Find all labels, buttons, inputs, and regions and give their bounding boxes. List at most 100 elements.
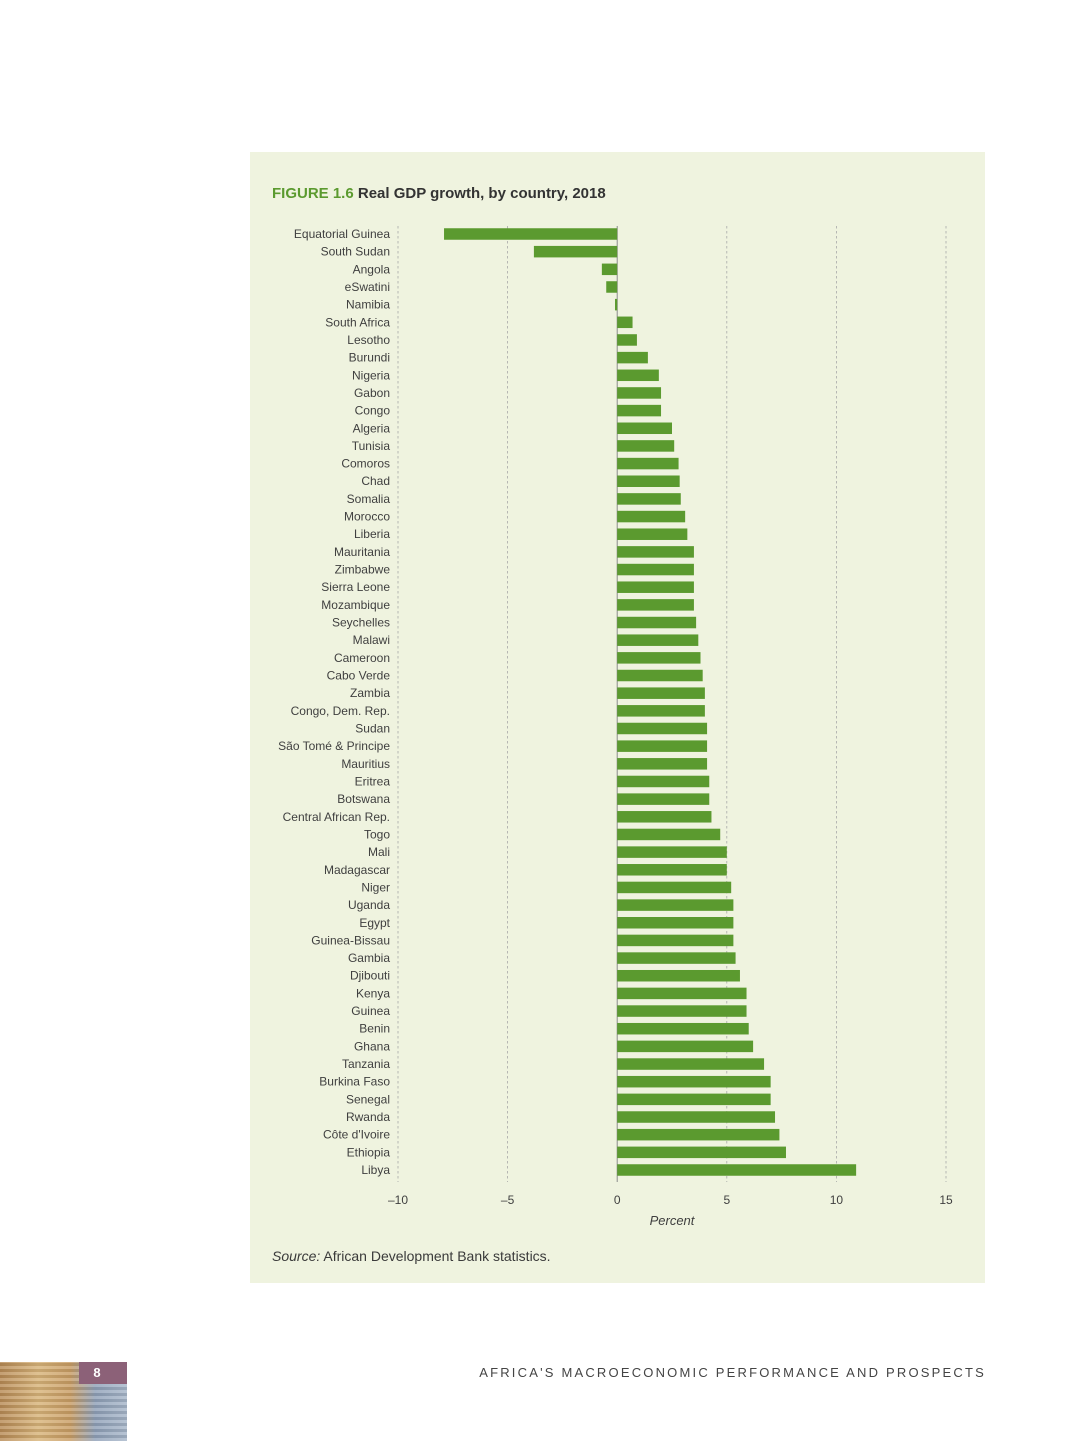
bar [617, 528, 688, 540]
category-label: Benin [359, 1022, 390, 1036]
bar [617, 616, 697, 629]
category-label: Eritrea [355, 774, 391, 788]
category-label: Namibia [346, 298, 390, 312]
bar [617, 917, 734, 929]
category-label: Angola [353, 262, 391, 276]
bar [617, 440, 675, 452]
bar [617, 1111, 776, 1123]
bar [617, 1040, 754, 1053]
category-label: Uganda [348, 898, 390, 912]
bar [533, 245, 618, 258]
category-label: Mali [368, 845, 390, 859]
page-number-decoration: 8 [0, 1362, 127, 1441]
x-tick-label: 0 [614, 1193, 621, 1207]
category-label: São Tomé & Principe [278, 739, 390, 753]
bar [617, 1146, 786, 1159]
page-number-tab [79, 1362, 127, 1384]
bar [617, 599, 694, 611]
category-label: Mauritius [341, 757, 390, 771]
bar [617, 793, 710, 805]
bar [617, 987, 747, 1000]
bar [617, 581, 694, 593]
bar [617, 1128, 780, 1141]
category-label: Gambia [348, 951, 390, 965]
source-label: Source: [272, 1248, 321, 1264]
bar [601, 263, 618, 276]
category-label: Burkina Faso [319, 1075, 390, 1089]
category-label: Zambia [350, 686, 390, 700]
category-label: Somalia [347, 492, 391, 506]
bar [617, 969, 740, 982]
bar [617, 952, 736, 964]
x-tick-label: –5 [501, 1193, 515, 1207]
category-label: Algeria [353, 421, 391, 435]
bar [617, 687, 705, 699]
bar-chart: Equatorial Guinea South Sudan Angola eSwati… [278, 226, 953, 1228]
gridlines [397, 226, 947, 1182]
category-label: Morocco [344, 510, 390, 524]
bar [617, 457, 679, 470]
bar [617, 846, 727, 858]
category-label: Sierra Leone [321, 580, 390, 594]
category-label: Central African Rep. [283, 810, 390, 824]
category-label: Comoros [341, 457, 390, 471]
category-label: Chad [361, 474, 390, 488]
category-label: Mauritania [334, 545, 390, 559]
category-label: Ghana [354, 1039, 390, 1053]
category-label: Guinea [351, 1004, 390, 1018]
bar [617, 652, 701, 664]
figure-panel: FIGURE 1.6 Real GDP growth, by country, … [250, 152, 985, 1283]
figure-heading: FIGURE 1.6 Real GDP growth, by country, … [272, 185, 606, 202]
bars [444, 228, 857, 1176]
category-label: Seychelles [332, 616, 390, 630]
running-footer-title: AFRICA'S MACROECONOMIC PERFORMANCE AND P… [479, 1365, 986, 1380]
bar [617, 881, 732, 894]
category-label: Congo [355, 404, 391, 418]
bar [615, 298, 618, 311]
category-label: South Sudan [321, 245, 390, 259]
bar [617, 546, 694, 558]
bar [617, 1005, 747, 1017]
bar [617, 828, 721, 841]
category-label: Rwanda [346, 1110, 390, 1124]
bar [617, 387, 662, 399]
x-tick-label: 15 [939, 1193, 953, 1207]
category-label: Egypt [359, 916, 390, 930]
bar [617, 669, 703, 682]
category-label: Zimbabwe [335, 563, 391, 577]
category-label: Tunisia [352, 439, 391, 453]
bar [617, 740, 708, 752]
bar [617, 404, 662, 417]
category-label: Mozambique [321, 598, 390, 612]
bar [617, 758, 708, 770]
figure-title: Real GDP growth, by country, 2018 [357, 185, 606, 202]
bar [606, 281, 618, 293]
bar [617, 1022, 749, 1035]
category-label: Djibouti [350, 969, 390, 983]
x-axis-title: Percent [650, 1213, 696, 1228]
bar [617, 510, 686, 523]
category-label: Malawi [353, 633, 390, 647]
category-label: Equatorial Guinea [294, 227, 390, 241]
category-label: Liberia [354, 527, 390, 541]
source-text: African Development Bank statistics. [320, 1248, 551, 1264]
bar [617, 934, 734, 947]
bar [617, 1093, 771, 1106]
category-label: Botswana [337, 792, 390, 806]
category-label: Lesotho [347, 333, 390, 347]
category-label: Sudan [355, 721, 390, 735]
bar [617, 334, 637, 346]
bar [444, 228, 618, 240]
category-label: Cabo Verde [327, 669, 391, 683]
x-tick-labels: –10 –5 0 5 10 15 [388, 1193, 953, 1207]
category-label: Nigeria [352, 368, 390, 382]
category-label: Guinea-Bissau [311, 933, 390, 947]
bar [617, 634, 699, 646]
bar [617, 563, 694, 576]
bar [617, 369, 659, 382]
category-label: Kenya [356, 986, 390, 1000]
bar [617, 1075, 771, 1088]
bar [617, 422, 672, 435]
bar [617, 705, 705, 717]
category-label: Togo [364, 827, 390, 841]
